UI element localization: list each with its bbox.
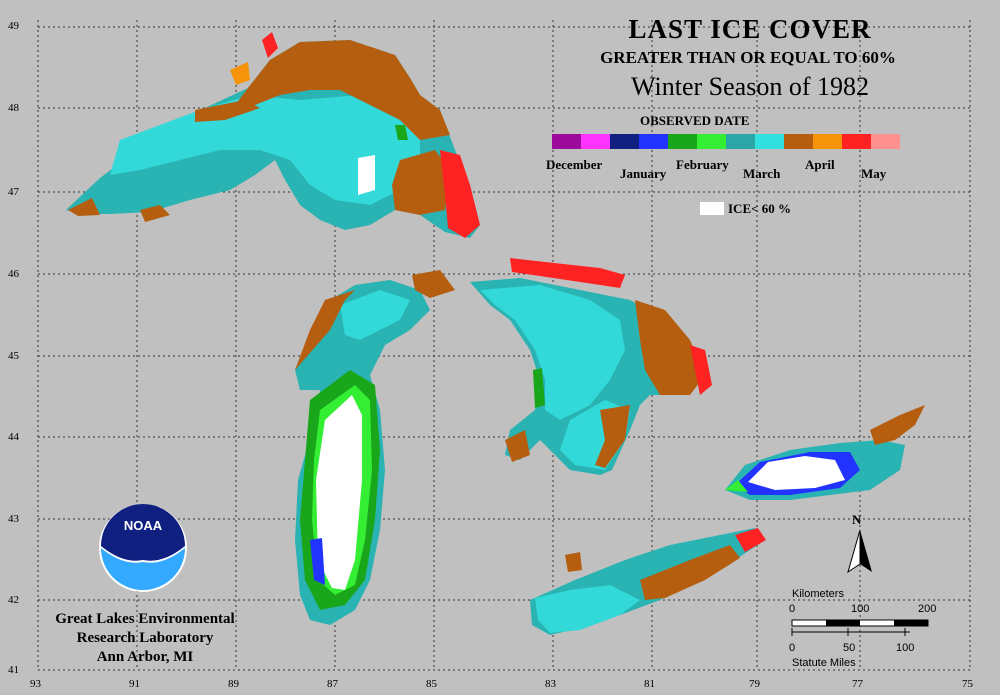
- color-scale-bar: [552, 134, 900, 149]
- legend-color-swatch: [842, 134, 871, 149]
- lon-label: 79: [749, 678, 760, 690]
- legend-color-swatch: [755, 134, 784, 149]
- ice-less-60-label: ICE< 60 %: [728, 201, 792, 216]
- legend-color-swatch: [697, 134, 726, 149]
- lat-label: 43: [8, 513, 19, 525]
- legend-color-swatch: [581, 134, 610, 149]
- lat-label: 42: [8, 594, 19, 606]
- lake-michigan: [295, 270, 455, 625]
- scale-km-tick: 200: [918, 603, 937, 615]
- legend-month-label: February: [676, 157, 729, 172]
- credit-line: Ann Arbor, MI: [96, 649, 194, 665]
- scale-mi-tick: 0: [789, 642, 796, 654]
- lon-label: 81: [644, 678, 655, 690]
- lon-label: 91: [129, 678, 140, 690]
- credit-line: Research Laboratory: [76, 630, 214, 646]
- credit-block: Great Lakes Environmental Research Labor…: [30, 610, 260, 667]
- lat-label: 49: [8, 20, 19, 32]
- legend-color-swatch: [726, 134, 755, 149]
- scale-km-tick: 0: [789, 603, 796, 615]
- scale-mi-label: Statute Miles: [792, 657, 856, 669]
- north-arrow-icon: [847, 529, 872, 574]
- noaa-logo-icon: [99, 504, 187, 592]
- legend-month-label: December: [546, 157, 603, 172]
- legend-color-swatch: [639, 134, 668, 149]
- lon-label: 89: [228, 678, 239, 690]
- scale-km-tick: 100: [851, 603, 870, 615]
- map-title: LAST ICE COVER: [628, 14, 872, 44]
- scale-mi-tick: 100: [896, 642, 915, 654]
- lon-label: 87: [327, 678, 338, 690]
- scale-km-label: Kilometers: [792, 588, 844, 600]
- lon-label: 83: [545, 678, 556, 690]
- legend-color-swatch: [784, 134, 813, 149]
- lat-label: 44: [8, 431, 19, 443]
- lake-huron: [470, 258, 712, 475]
- legend-month-label: March: [743, 166, 781, 181]
- lon-label: 75: [962, 678, 973, 690]
- lon-label: 85: [426, 678, 437, 690]
- legend-title: OBSERVED DATE: [640, 113, 750, 128]
- legend-color-swatch: [552, 134, 581, 149]
- credit-line: Great Lakes Environmental: [55, 611, 235, 627]
- legend-month-label: April: [805, 157, 835, 172]
- legend-month-label: May: [861, 166, 887, 181]
- noaa-logo-text: NOAA: [123, 518, 163, 533]
- legend-color-swatch: [610, 134, 639, 149]
- lat-label: 41: [8, 664, 19, 676]
- season-title: Winter Season of 1982: [631, 72, 869, 101]
- lat-label: 45: [8, 350, 19, 362]
- map-subtitle: GREATER THAN OR EQUAL TO 60%: [600, 48, 896, 67]
- lake-superior: [66, 32, 480, 238]
- lat-label: 47: [8, 186, 19, 198]
- north-label: N: [852, 512, 862, 527]
- lon-label: 77: [852, 678, 863, 690]
- legend-color-swatch: [668, 134, 697, 149]
- lake-ontario: [725, 405, 925, 500]
- ice-less-60-swatch: [700, 202, 724, 215]
- legend-month-label: January: [620, 166, 667, 181]
- lat-label: 48: [8, 102, 19, 114]
- scale-mi-tick: 50: [843, 642, 856, 654]
- lat-label: 46: [8, 268, 19, 280]
- legend-color-swatch: [813, 134, 842, 149]
- legend-color-swatch: [871, 134, 900, 149]
- scale-bar: [791, 619, 929, 636]
- lake-erie: [530, 528, 766, 635]
- lon-label: 93: [30, 678, 41, 690]
